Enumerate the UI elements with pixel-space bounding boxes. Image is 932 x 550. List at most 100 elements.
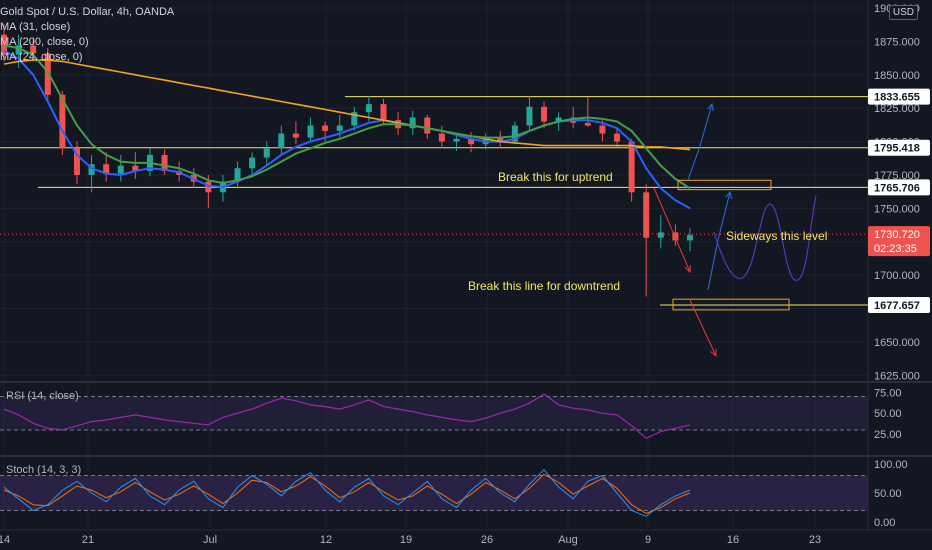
candle-body bbox=[292, 133, 299, 138]
candle-body bbox=[424, 117, 431, 134]
candle-body bbox=[88, 164, 95, 175]
candle-body bbox=[541, 106, 548, 122]
time-axis-label: 16 bbox=[727, 534, 739, 546]
candle-body bbox=[336, 125, 343, 131]
candle-body bbox=[365, 104, 372, 113]
time-axis-label: 9 bbox=[645, 534, 651, 546]
retest-up-arrow-head bbox=[725, 190, 732, 199]
level-price-label: 1795.418 bbox=[874, 143, 920, 155]
candle-body bbox=[599, 125, 606, 134]
ma200-legend[interactable]: MA (200, close, 0) bbox=[0, 36, 89, 48]
candle-body bbox=[628, 141, 635, 193]
moving-average-line bbox=[3, 59, 691, 151]
candle-body bbox=[30, 45, 37, 54]
price-axis-label: 1650.000 bbox=[874, 337, 920, 349]
candle-body bbox=[249, 157, 256, 169]
retest-up-arrow bbox=[707, 191, 731, 291]
candle-body bbox=[468, 138, 475, 145]
time-axis-label: 23 bbox=[809, 534, 821, 546]
candle-body bbox=[263, 148, 270, 158]
candle-body bbox=[132, 165, 139, 171]
annotation-uptrend: Break this for uptrend bbox=[498, 170, 613, 184]
candle-body bbox=[117, 165, 124, 174]
rsi-band-fill bbox=[0, 396, 868, 430]
candle-body bbox=[15, 45, 22, 55]
price-axis-label: 1875.000 bbox=[874, 36, 920, 48]
candle-body bbox=[1, 34, 7, 55]
breakout-zone-box-upper bbox=[677, 179, 772, 191]
last-price-label: 1730.720 bbox=[874, 229, 920, 241]
currency-badge[interactable]: USD bbox=[888, 5, 918, 20]
level-price-label: 1833.655 bbox=[874, 92, 920, 104]
candle-body bbox=[409, 117, 416, 129]
bar-countdown-label: 02:23:35 bbox=[874, 243, 917, 255]
time-axis-label: Jul bbox=[203, 534, 217, 546]
stoch-band-fill bbox=[0, 475, 868, 511]
candle-body bbox=[307, 125, 314, 138]
uptrend-arrow-head bbox=[706, 102, 714, 111]
price-axis-label: 1850.000 bbox=[874, 70, 920, 82]
rsi-line bbox=[3, 393, 691, 440]
candle-body bbox=[453, 138, 460, 142]
price-axis-label: 1825.000 bbox=[874, 103, 920, 115]
stoch-axis-label: 50.00 bbox=[874, 488, 902, 500]
moving-average-line bbox=[3, 49, 691, 210]
candle-body bbox=[234, 168, 241, 182]
level-price-label: 1765.706 bbox=[874, 182, 920, 194]
candle-body bbox=[161, 154, 168, 171]
time-axis-label: 19 bbox=[400, 534, 412, 546]
downtrend-arrow-upper bbox=[653, 187, 691, 273]
candle-body bbox=[497, 137, 504, 142]
rsi-axis-label: 25.00 bbox=[874, 429, 902, 441]
level-price-tag bbox=[868, 179, 930, 196]
time-axis-label: Aug bbox=[558, 534, 578, 546]
breakdown-zone-box-lower bbox=[672, 298, 790, 311]
ma31-legend[interactable]: MA (31, close) bbox=[0, 21, 71, 33]
candle-body bbox=[351, 112, 358, 126]
candle-body bbox=[322, 125, 329, 131]
price-axis-label: 1625.000 bbox=[874, 370, 920, 382]
candle-body bbox=[73, 148, 80, 175]
downtrend-arrow-lower bbox=[689, 299, 717, 357]
time-axis-label: 26 bbox=[481, 534, 493, 546]
price-axis-label: 1750.000 bbox=[874, 203, 920, 215]
candle-body bbox=[205, 181, 212, 193]
candle-body bbox=[278, 133, 285, 149]
chart-legend: Gold Spot / U.S. Dollar, 4h, OANDA MA (3… bbox=[0, 5, 174, 65]
candle-body bbox=[526, 106, 533, 126]
symbol-title: Gold Spot / U.S. Dollar, 4h, OANDA bbox=[0, 6, 175, 18]
candle-body bbox=[584, 122, 591, 126]
time-axis-label: 21 bbox=[82, 534, 94, 546]
candle-body bbox=[687, 235, 693, 241]
level-price-tag bbox=[868, 139, 930, 156]
moving-average-line bbox=[3, 44, 691, 190]
candle-body bbox=[59, 94, 66, 149]
candle-body bbox=[643, 192, 650, 238]
downtrend-arrow-lower-head bbox=[710, 348, 717, 358]
candle-body bbox=[672, 232, 679, 241]
time-axis-label: 12 bbox=[320, 534, 332, 546]
stoch-k-line bbox=[3, 468, 691, 517]
candle-body bbox=[103, 164, 110, 174]
rsi-axis-label: 50.00 bbox=[874, 408, 902, 420]
candle-body bbox=[511, 125, 518, 142]
uptrend-arrow bbox=[687, 103, 713, 181]
candle-body bbox=[438, 133, 445, 142]
downtrend-arrow-upper-head bbox=[684, 264, 691, 274]
candle-body bbox=[380, 104, 387, 121]
stoch-axis-label: 0.00 bbox=[874, 517, 895, 529]
candle-body bbox=[614, 133, 621, 142]
stoch-pane-label[interactable]: Stoch (14, 3, 3) bbox=[6, 464, 82, 476]
stoch-axis-label: 100.00 bbox=[874, 459, 908, 471]
sideways-projection-path bbox=[713, 195, 817, 281]
price-axis-label: 1775.000 bbox=[874, 170, 920, 182]
ma24-legend[interactable]: MA (24, close, 0) bbox=[0, 51, 83, 63]
level-price-tag bbox=[868, 88, 930, 105]
level-price-label: 1677.657 bbox=[874, 300, 920, 312]
rsi-axis-label: 75.00 bbox=[874, 387, 902, 399]
price-axis-label: 1700.000 bbox=[874, 270, 920, 282]
last-price-tag bbox=[868, 226, 930, 257]
candle-body bbox=[657, 232, 664, 238]
rsi-pane-label[interactable]: RSI (14, close) bbox=[6, 390, 79, 402]
